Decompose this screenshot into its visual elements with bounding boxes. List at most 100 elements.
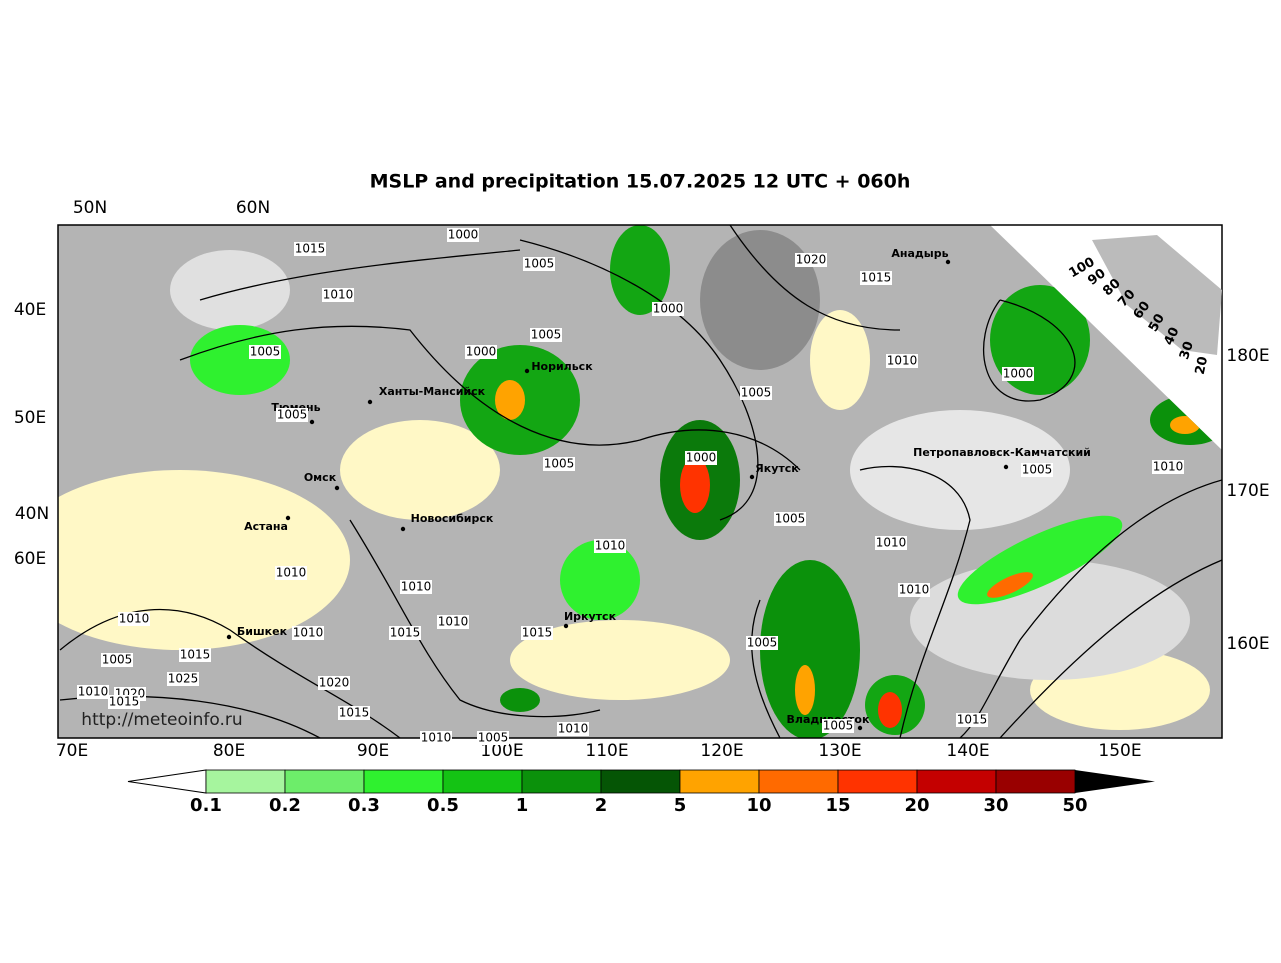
grid-label: 110E	[585, 741, 628, 761]
isobar-label-bg	[338, 706, 370, 720]
grid-label: 180E	[1226, 346, 1269, 366]
city-dot	[309, 419, 315, 425]
city-dot	[524, 368, 530, 374]
grid-label: 60N	[236, 198, 270, 218]
isobar-label-bg	[101, 653, 133, 667]
isobar-label-bg	[652, 302, 684, 316]
isobar-label: 1020	[796, 253, 827, 267]
isobar-label: 1010	[876, 536, 907, 550]
city-dot	[945, 259, 951, 265]
isobar-label-bg	[685, 451, 717, 465]
city-dot	[1003, 464, 1009, 470]
city-dot	[857, 725, 863, 731]
isobar-label-bg	[774, 512, 806, 526]
watermark: http://meteoinfo.ru	[81, 710, 242, 730]
colorbar-label: 30	[983, 795, 1008, 816]
isobar-label-bg	[594, 539, 626, 553]
grid-label: 40N	[15, 504, 49, 524]
colorbar-high-arrow	[1075, 770, 1155, 793]
colorbar-label: 0.2	[269, 795, 301, 816]
city-label: Бишкек	[237, 625, 288, 638]
grid-label: 50N	[73, 198, 107, 218]
grid-label: 170E	[1226, 481, 1269, 501]
isobar-label-bg	[530, 328, 562, 342]
cloud-scale-label: 40	[1161, 325, 1182, 348]
city-label: Петропавловск-Камчатский	[913, 446, 1091, 459]
isobar-label-bg	[1021, 463, 1053, 477]
colorbar-segment	[995, 769, 1076, 794]
grid-label: 60E	[14, 549, 46, 569]
isobar-label: 1005	[531, 328, 562, 342]
isobar-label-bg	[822, 719, 854, 733]
isobar-label: 1000	[466, 345, 497, 359]
isobar-label-bg	[543, 457, 575, 471]
isobar-label-bg	[447, 228, 479, 242]
isobar-label: 1015	[180, 648, 211, 662]
colorbar-segment	[284, 769, 365, 794]
isobar-label: 1005	[775, 512, 806, 526]
grid-label: 50E	[14, 408, 46, 428]
colorbar-label: 10	[746, 795, 771, 816]
isobar-label: 1010	[899, 583, 930, 597]
city-label: Омск	[304, 471, 337, 484]
isobar-label: 1010	[1153, 460, 1184, 474]
colorbar-segment	[758, 769, 839, 794]
colorbar-segment	[600, 769, 681, 794]
isobar-label: 1010	[401, 580, 432, 594]
isobar-label-bg	[746, 636, 778, 650]
colorbar-segment	[363, 769, 444, 794]
isobar-label: 1020	[319, 676, 350, 690]
isobar-label-bg	[1002, 367, 1034, 381]
colorbar-segment	[521, 769, 602, 794]
grid-label: 80E	[213, 741, 245, 761]
isobar-label: 1010	[119, 612, 150, 626]
isobar-label-bg	[292, 626, 324, 640]
isobar-label: 1010	[323, 288, 354, 302]
colorbar-segment	[442, 769, 523, 794]
title: MSLP and precipitation 15.07.2025 12 UTC…	[370, 171, 911, 193]
isobar-label: 1015	[522, 626, 553, 640]
isobar-label: 1015	[109, 695, 140, 709]
isobar-label-bg	[389, 626, 421, 640]
colorbar-label: 2	[595, 795, 608, 816]
isobar-label: 1000	[686, 451, 717, 465]
isobar-label: 1015	[339, 706, 370, 720]
isobar-label-bg	[318, 676, 350, 690]
city-label: Норильск	[531, 360, 593, 373]
isobar-label: 1025	[168, 672, 199, 686]
colorbar-label: 0.5	[427, 795, 459, 816]
isobar-label: 1010	[558, 722, 589, 736]
isobar-label: 1010	[293, 626, 324, 640]
colorbar-label: 5	[674, 795, 687, 816]
isobar-label-bg	[898, 583, 930, 597]
cloud-scale-label: 20	[1193, 355, 1211, 376]
isobar-label: 1010	[438, 615, 469, 629]
isobar-label: 1005	[524, 257, 555, 271]
isobar-label: 1015	[390, 626, 421, 640]
grid-label: 140E	[946, 741, 989, 761]
isobar-label-bg	[860, 271, 892, 285]
isobar-label-bg	[77, 685, 109, 699]
grid-label: 40E	[14, 300, 46, 320]
colorbar-segment	[205, 769, 286, 794]
colorbar-label: 50	[1062, 795, 1087, 816]
grid-label: 90E	[357, 741, 389, 761]
isobar-label-bg	[322, 288, 354, 302]
city-dot	[367, 399, 373, 405]
isobar-label: 1005	[250, 345, 281, 359]
isobar-label-bg	[523, 257, 555, 271]
isobar-label-bg	[875, 536, 907, 550]
colorbar-low-arrow	[127, 769, 207, 794]
isobar-label-bg	[1152, 460, 1184, 474]
colorbar-label: 0.3	[348, 795, 380, 816]
isobar-label: 1015	[295, 242, 326, 256]
isobar-label-bg	[521, 626, 553, 640]
isobar-label-bg	[465, 345, 497, 359]
city-dot	[749, 474, 755, 480]
colorbar-segment	[837, 769, 918, 794]
city-label: Якутск	[755, 462, 799, 475]
isobar-label-bg	[795, 253, 827, 267]
isobar-label: 1010	[421, 731, 452, 745]
isobar-label-bg	[437, 615, 469, 629]
isobar-label: 1010	[595, 539, 626, 553]
